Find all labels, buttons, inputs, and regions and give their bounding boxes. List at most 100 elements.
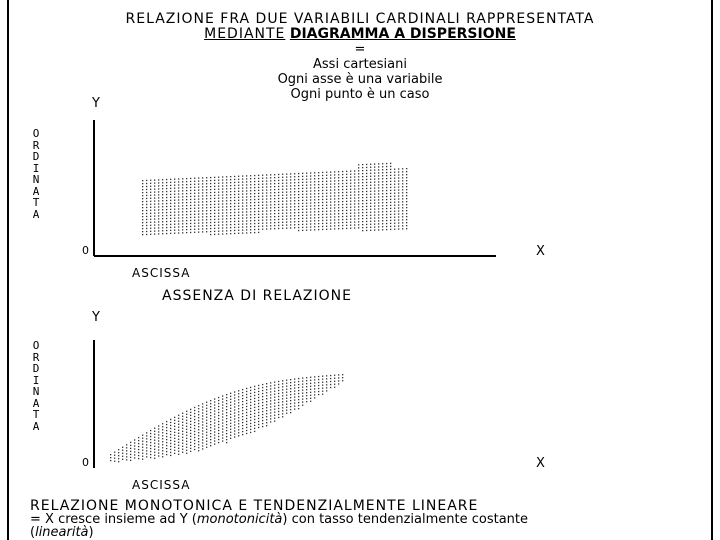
diagram1-point [314,184,316,186]
diagram2-point [186,422,188,424]
diagram2-point [162,429,164,431]
diagram2-point [202,436,204,438]
diagram1-point [402,168,404,170]
diagram1-point [314,193,316,195]
diagram1-point [358,203,360,205]
diagram2-point [182,421,184,423]
diagram1-point [246,199,248,201]
diagram1-point [350,191,352,193]
diagram1-point [146,188,148,191]
diagram1-point [250,178,252,180]
diagram1-point [214,221,216,224]
diagram1-point [202,204,204,206]
diagram1-point [298,217,300,220]
diagram2-point [230,419,232,421]
diagram1-point [286,182,288,184]
diagram2-point [194,433,196,436]
diagram1-point [310,187,312,189]
diagram1-point [270,177,272,179]
diagram1-point [258,177,260,180]
diagram1-point [306,199,308,201]
diagram1-point [278,218,280,221]
diagram1-point [206,201,208,203]
bottom-line-2-b: ) con tasso tendenzialmente costante [282,512,529,527]
diagram1-point [218,224,220,226]
diagram1-point [206,195,208,197]
diagram1-point [298,178,300,181]
diagram1-point [254,216,256,219]
diagram1-point [366,205,368,208]
diagram2-point [254,406,256,409]
diagram1-point [142,231,144,233]
diagram1-point [214,179,216,182]
diagram2-point [154,427,156,429]
diagram2-point [122,458,124,460]
diagram1-point [246,181,248,183]
diagram2-point [166,438,168,441]
diagram1-point [398,192,400,194]
diagram1-point [250,214,252,216]
diagram1-point [182,205,184,207]
diagram1-point [210,203,212,206]
diagram2-point [158,428,160,430]
diagram1-point [254,210,256,213]
diagram1-point [390,198,392,201]
diagram1-point [346,215,348,218]
diagram2-point [178,450,180,452]
diagram1-point [290,179,292,181]
diagram1-point [254,186,256,189]
diagram1-point [150,224,152,226]
diagram1-point [166,187,168,190]
diagram2-point [238,435,240,437]
diagram1-point [334,195,336,197]
diagram2-point [210,408,212,411]
diagram1-point [354,212,356,214]
diagram1-point [310,178,312,180]
diagram1-point [286,173,288,175]
diagram1-point [206,186,208,188]
diagram2-point [274,399,276,401]
diagram2-point [198,432,200,434]
diagram1-point [258,207,260,210]
diagram1-point [238,232,240,234]
diagram1-point [170,184,172,187]
diagram1-point [338,198,340,200]
diagram1-point [194,228,196,230]
diagram2-point [210,432,212,435]
diagram1-point [362,191,364,193]
diagram1-point [218,218,220,220]
diagram1-point [378,220,380,222]
diagram1-point [238,193,240,195]
diagram1-point [394,204,396,206]
diagram1-point [178,226,180,228]
diagram1-point [350,200,352,202]
diagram2-point [162,426,164,428]
diagram1-point [174,220,176,222]
diagram1-point [206,231,208,233]
diagram1-point [322,204,324,207]
diagram2-point [174,422,176,424]
diagram1-point [306,196,308,198]
diagram1-point [218,206,220,208]
diagram1-point [166,208,168,211]
diagram1-point [402,204,404,206]
diagram1-point [190,228,192,231]
diagram2-point [310,400,312,402]
diagram1-point [234,187,236,190]
diagram1-point [394,219,396,221]
diagram1-point [382,172,384,174]
diagram1-point [230,233,232,235]
diagram1-point [178,181,180,183]
diagram1-point [358,194,360,196]
diagram1-point [150,197,152,199]
diagram2-point [238,432,240,434]
diagram2-point [250,395,252,398]
diagram1-point [302,193,304,196]
diagram1-point [242,205,244,207]
diagram1-point [158,191,160,193]
diagram1-point [262,174,264,176]
diagram1-point [194,207,196,209]
diagram2-point [274,402,276,404]
diagram2-point [250,407,252,410]
diagram2-point [274,390,276,392]
